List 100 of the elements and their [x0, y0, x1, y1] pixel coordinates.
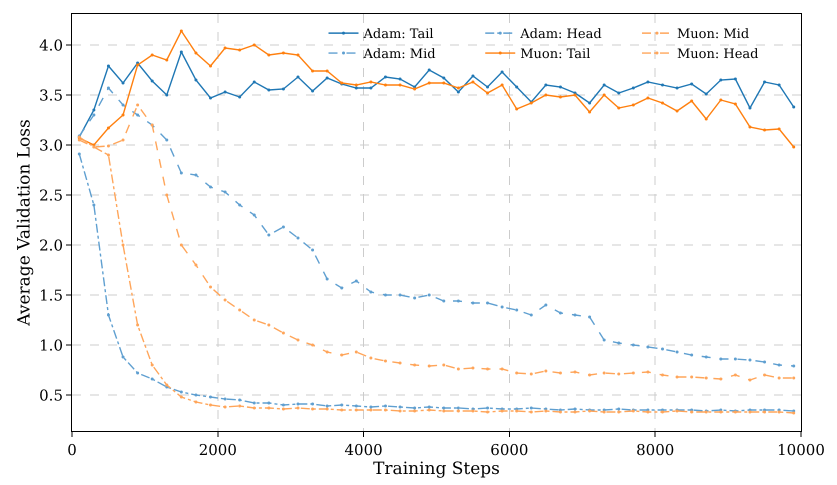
point — [252, 44, 256, 46]
point — [530, 410, 533, 414]
point — [106, 86, 110, 90]
point — [471, 74, 474, 78]
point — [632, 104, 635, 106]
point — [165, 94, 168, 96]
y-tick-label: 1.0 — [39, 336, 63, 354]
point — [136, 372, 140, 374]
point — [428, 294, 431, 296]
point — [544, 94, 548, 96]
point — [442, 406, 446, 410]
point — [428, 82, 431, 84]
point — [92, 114, 96, 116]
point — [340, 404, 344, 406]
point — [690, 100, 694, 102]
legend-label: Adam: Head — [519, 27, 602, 42]
point — [267, 402, 270, 404]
point — [238, 398, 242, 402]
point — [224, 90, 227, 94]
point — [150, 54, 154, 56]
point — [238, 204, 242, 206]
point — [456, 368, 460, 370]
point — [486, 302, 490, 304]
point — [428, 406, 431, 408]
point — [500, 70, 504, 74]
point — [180, 50, 183, 54]
point — [500, 306, 504, 308]
point — [734, 358, 737, 360]
point — [354, 350, 358, 354]
point — [106, 314, 110, 316]
point — [602, 84, 606, 86]
y-tick-label: 2.5 — [39, 186, 63, 204]
point — [354, 86, 358, 90]
point — [456, 90, 460, 94]
x-tick-label: 8000 — [636, 441, 674, 459]
point — [209, 404, 212, 406]
point — [311, 344, 314, 346]
point — [311, 248, 314, 252]
point — [224, 406, 227, 408]
point — [354, 404, 358, 408]
point — [180, 396, 183, 398]
point — [238, 404, 242, 408]
point — [602, 338, 606, 342]
x-tick-label: 2000 — [198, 441, 237, 459]
point — [267, 406, 270, 410]
point — [602, 94, 606, 96]
point — [442, 82, 446, 84]
point — [194, 52, 198, 54]
point — [748, 358, 752, 362]
point — [326, 408, 329, 410]
x-axis-title: Training Steps — [373, 459, 500, 479]
point — [369, 408, 372, 412]
point — [734, 102, 737, 106]
y-tick-label: 0.5 — [39, 386, 63, 404]
legend-label: Adam: Tail — [362, 27, 434, 42]
point — [471, 366, 474, 370]
point — [617, 408, 620, 410]
point — [778, 84, 781, 86]
point — [311, 402, 314, 406]
point — [122, 356, 125, 358]
point — [763, 374, 766, 376]
point — [224, 190, 227, 194]
point — [456, 406, 460, 410]
point — [122, 138, 125, 142]
point — [413, 296, 416, 300]
point — [369, 80, 372, 84]
point — [500, 368, 504, 370]
point — [398, 294, 402, 296]
point — [224, 298, 227, 302]
point — [428, 68, 431, 72]
y-axis-title: Average Validation Loss — [14, 119, 35, 327]
point — [558, 372, 562, 374]
point — [602, 372, 606, 374]
point — [660, 348, 664, 350]
point — [282, 226, 285, 228]
point — [646, 346, 650, 348]
point — [238, 48, 242, 52]
point — [282, 408, 285, 410]
point — [165, 138, 168, 142]
point — [150, 364, 154, 366]
point — [326, 278, 329, 280]
point — [384, 404, 387, 408]
point — [384, 360, 387, 362]
point — [676, 110, 679, 112]
point — [252, 318, 256, 322]
point — [617, 342, 620, 344]
point — [92, 204, 96, 206]
point — [78, 152, 81, 156]
point — [792, 146, 796, 148]
point — [428, 364, 431, 368]
point — [340, 408, 344, 412]
point — [354, 84, 358, 86]
point — [558, 312, 562, 314]
point — [442, 364, 446, 366]
point — [530, 314, 533, 316]
point — [369, 290, 372, 294]
point — [340, 286, 344, 290]
point — [442, 76, 446, 80]
point — [676, 350, 679, 354]
point — [311, 90, 314, 92]
